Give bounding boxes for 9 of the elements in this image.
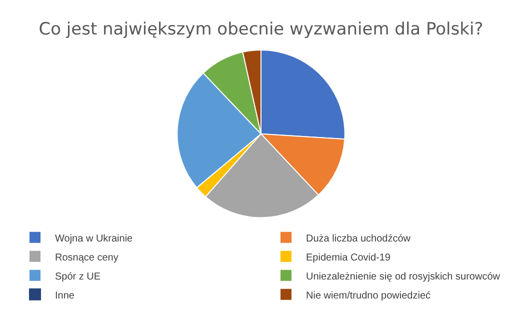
legend-label: Epidemia Covid-19 <box>306 252 391 264</box>
legend-label: Spór z UE <box>55 271 101 282</box>
chart-title: Co jest największym obecnie wyzwaniem dla Polski? <box>38 19 484 40</box>
legend-label: Rosnące ceny <box>55 252 118 264</box>
legend-label: Duża liczba uchodźców <box>306 233 412 244</box>
legend-label: Wojna w Ukrainie <box>55 233 134 244</box>
legend-label: Inne <box>55 290 75 302</box>
legend-label: Uniezależnienie się od rosyjskich surowców <box>306 271 501 282</box>
legend-label: Nie wiem/trudno powiedzieć <box>306 290 431 302</box>
